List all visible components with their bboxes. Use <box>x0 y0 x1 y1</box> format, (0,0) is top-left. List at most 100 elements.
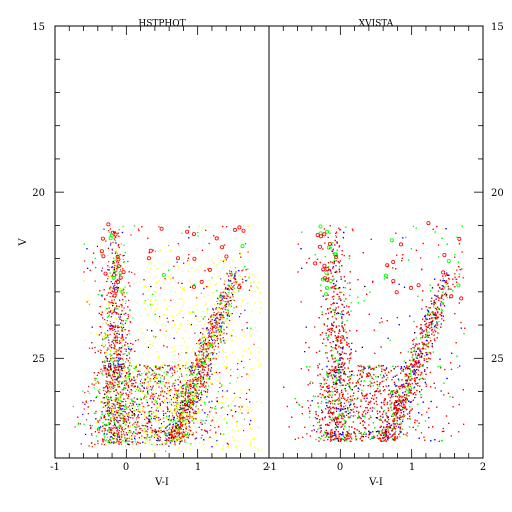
scatter-point <box>126 394 128 396</box>
scatter-point <box>115 367 117 369</box>
scatter-point <box>174 440 176 443</box>
scatter-point <box>135 382 137 384</box>
scatter-point <box>147 346 149 348</box>
scatter-point <box>190 403 192 405</box>
scatter-point <box>116 427 118 429</box>
scatter-point <box>188 386 190 389</box>
scatter-point <box>170 419 172 421</box>
scatter-point <box>131 377 133 379</box>
scatter-point <box>121 377 123 379</box>
scatter-point <box>109 346 111 348</box>
scatter-point <box>209 321 211 323</box>
scatter-point <box>113 441 115 443</box>
scatter-point <box>214 314 216 317</box>
scatter-point <box>156 444 158 446</box>
scatter-point <box>88 385 90 388</box>
scatter-point <box>107 247 109 249</box>
scatter-point <box>141 391 143 393</box>
scatter-point <box>122 339 124 342</box>
scatter-point <box>218 325 221 327</box>
scatter-point <box>137 374 139 376</box>
scatter-point <box>116 335 118 337</box>
scatter-point <box>106 336 108 338</box>
scatter-point <box>205 357 207 359</box>
scatter-point <box>122 377 124 379</box>
scatter-point <box>229 300 231 302</box>
scatter-point <box>129 414 131 416</box>
scatter-point <box>108 304 110 306</box>
scatter-point <box>108 325 110 327</box>
scatter-point <box>111 325 113 327</box>
scatter-point <box>122 435 124 437</box>
scatter-point <box>108 370 110 372</box>
scatter-point <box>219 339 222 341</box>
scatter-point <box>207 389 209 391</box>
scatter-point <box>246 373 248 375</box>
scatter-point <box>197 437 199 439</box>
scatter-point <box>132 403 134 405</box>
scatter-point <box>193 422 195 424</box>
scatter-point <box>123 398 125 400</box>
scatter-point <box>136 409 138 411</box>
scatter-point <box>87 390 89 392</box>
scatter-point <box>135 364 138 366</box>
scatter-point <box>130 389 132 391</box>
scatter-point <box>97 350 99 352</box>
scatter-point <box>185 391 187 393</box>
scatter-point <box>183 407 185 409</box>
scatter-point <box>170 372 172 374</box>
scatter-point <box>172 419 175 421</box>
scatter-point <box>99 429 101 431</box>
scatter-point <box>125 414 127 416</box>
scatter-point <box>120 391 122 393</box>
scatter-point <box>170 299 172 301</box>
scatter-point <box>147 381 149 383</box>
scatter-point <box>185 434 187 436</box>
scatter-point <box>202 371 204 373</box>
scatter-point <box>155 402 157 404</box>
scatter-point <box>222 260 225 262</box>
scatter-point <box>140 398 142 400</box>
scatter-point <box>123 339 125 341</box>
scatter-point <box>164 437 167 439</box>
scatter-point <box>119 427 121 429</box>
scatter-point <box>174 379 177 381</box>
scatter-point <box>148 418 150 420</box>
scatter-point <box>178 426 181 428</box>
scatter-point <box>91 425 93 427</box>
scatter-point <box>151 407 153 409</box>
scatter-point <box>166 371 168 373</box>
scatter-point <box>125 380 127 382</box>
scatter-point <box>221 325 223 327</box>
scatter-point <box>108 375 110 377</box>
scatter-point <box>105 372 107 374</box>
scatter-point <box>147 386 149 389</box>
scatter-point <box>110 377 113 379</box>
scatter-point <box>105 390 107 392</box>
scatter-point <box>118 357 120 359</box>
scatter-point <box>116 252 118 254</box>
scatter-point <box>164 433 166 435</box>
scatter-point <box>154 432 156 434</box>
scatter-point <box>139 432 141 434</box>
scatter-point <box>167 372 169 374</box>
scatter-point <box>114 435 116 437</box>
scatter-point <box>212 343 214 345</box>
scatter-point <box>111 248 113 250</box>
scatter-point <box>207 268 209 270</box>
scatter-point <box>169 419 171 421</box>
scatter-point <box>173 429 175 431</box>
scatter-point <box>157 410 159 412</box>
scatter-point <box>193 413 195 415</box>
scatter-point <box>253 302 256 304</box>
scatter-point <box>227 414 229 416</box>
scatter-point <box>113 321 115 324</box>
scatter-point <box>97 429 99 431</box>
scatter-point <box>189 433 191 435</box>
scatter-point <box>122 433 125 435</box>
scatter-point <box>188 405 190 408</box>
scatter-point <box>123 380 126 382</box>
scatter-point <box>104 424 106 426</box>
scatter-point <box>121 306 123 308</box>
scatter-point <box>192 378 194 380</box>
